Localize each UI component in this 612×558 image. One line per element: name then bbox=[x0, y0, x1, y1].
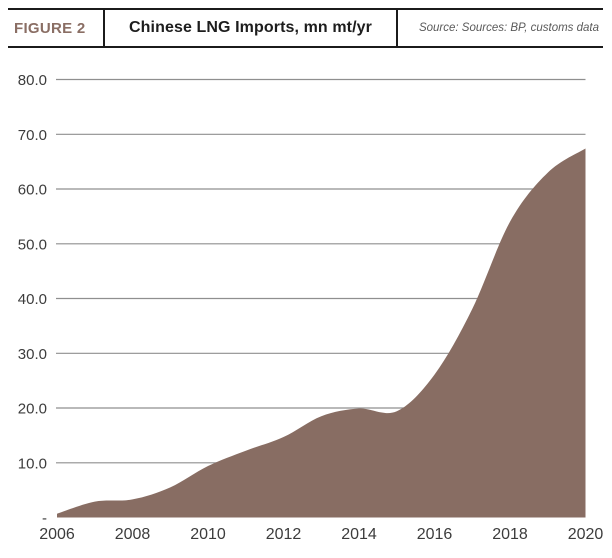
y-tick-label: 30.0 bbox=[18, 346, 47, 363]
figure-title: Chinese LNG Imports, mn mt/yr bbox=[129, 19, 372, 36]
y-tick-label: 50.0 bbox=[18, 236, 47, 253]
x-tick-label: 2018 bbox=[492, 526, 528, 543]
y-tick-label: - bbox=[42, 510, 47, 527]
y-tick-label: 20.0 bbox=[18, 401, 47, 418]
x-tick-label: 2012 bbox=[266, 526, 302, 543]
x-tick-label: 2016 bbox=[417, 526, 453, 543]
x-tick-label: 2010 bbox=[190, 526, 226, 543]
y-tick-label: 70.0 bbox=[18, 127, 47, 144]
x-tick-label: 2014 bbox=[341, 526, 377, 543]
y-tick-label: 60.0 bbox=[18, 182, 47, 199]
y-tick-label: 10.0 bbox=[18, 455, 47, 472]
x-tick-label: 2006 bbox=[39, 526, 75, 543]
y-tick-label: 40.0 bbox=[18, 291, 47, 308]
figure-source: Source: Sources: BP, customs data bbox=[418, 22, 599, 34]
figure-header: FIGURE 2 Chinese LNG Imports, mn mt/yr S… bbox=[8, 8, 603, 48]
header-divider bbox=[396, 10, 398, 46]
x-tick-label: 2008 bbox=[115, 526, 151, 543]
x-tick-label: 2020 bbox=[568, 526, 604, 543]
y-tick-label: 80.0 bbox=[18, 72, 47, 89]
figure-number-label: FIGURE 2 bbox=[14, 19, 86, 37]
header-divider bbox=[103, 10, 105, 46]
imports-area-series bbox=[57, 148, 586, 518]
